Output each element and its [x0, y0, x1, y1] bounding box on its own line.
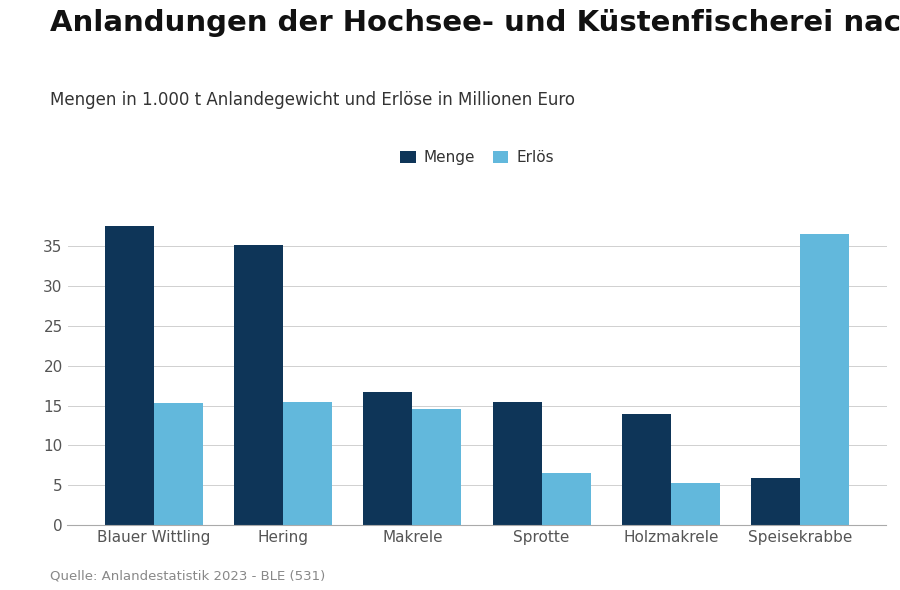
Bar: [412, 409, 462, 525]
Bar: [492, 402, 542, 525]
Bar: [104, 227, 154, 525]
Bar: [364, 392, 412, 525]
Text: Anlandungen der Hochsee- und Küstenfischerei nach Fischarten 2023: Anlandungen der Hochsee- und Küstenfisch…: [50, 9, 900, 37]
Bar: [542, 473, 590, 525]
Text: Mengen in 1.000 t Anlandegewicht und Erlöse in Millionen Euro: Mengen in 1.000 t Anlandegewicht und Erl…: [50, 91, 574, 110]
Bar: [670, 483, 720, 525]
Bar: [751, 478, 800, 525]
Bar: [800, 234, 850, 525]
Bar: [284, 402, 332, 525]
Legend: Menge, Erlös: Menge, Erlös: [394, 144, 560, 171]
Bar: [234, 245, 284, 525]
Bar: [154, 403, 203, 525]
Bar: [622, 414, 670, 525]
Text: Quelle: Anlandestatistik 2023 - BLE (531): Quelle: Anlandestatistik 2023 - BLE (531…: [50, 570, 325, 583]
